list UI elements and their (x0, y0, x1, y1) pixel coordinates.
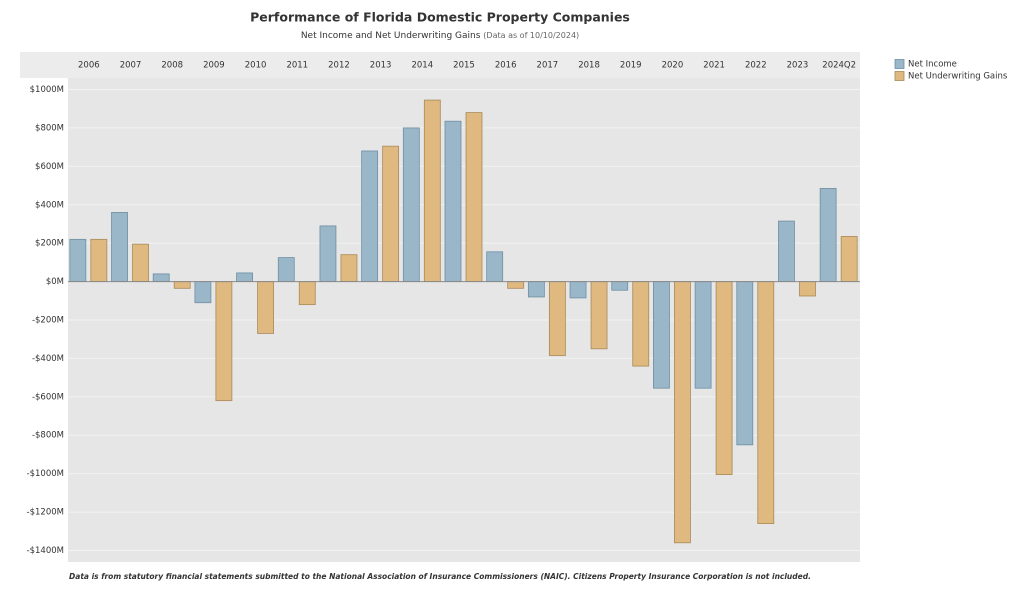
y-tick-label: -$1400M (27, 546, 64, 556)
bar (382, 145, 400, 282)
y-tick-label: $1000M (30, 85, 64, 95)
bar (694, 281, 712, 389)
bar (674, 281, 691, 544)
bar (757, 281, 775, 524)
y-tick-label: $200M (35, 239, 64, 249)
bar (778, 220, 795, 282)
x-tick-label: 2024Q2 (822, 61, 856, 71)
footnote: Data is from statutory financial stateme… (69, 572, 811, 581)
bar (632, 281, 650, 367)
bar (298, 281, 316, 306)
bar (444, 120, 462, 282)
bar (840, 236, 858, 282)
header-strip (20, 52, 860, 78)
x-tick-label: 2015 (453, 61, 475, 71)
chart-subtitle: Net Income and Net Underwriting Gains (D… (301, 31, 579, 41)
bar (653, 281, 670, 389)
bar (257, 281, 274, 334)
subtitle-note: (Data as of 10/10/2024) (483, 31, 579, 40)
x-tick-label: 2018 (578, 61, 600, 71)
x-tick-label: 2011 (286, 61, 308, 71)
legend-label: Net Income (908, 60, 957, 70)
bar (340, 254, 358, 282)
bar (548, 281, 566, 356)
bar (132, 243, 149, 282)
bar (569, 281, 587, 299)
y-tick-label: -$800M (32, 431, 64, 441)
x-tick-label: 2023 (787, 61, 809, 71)
bar (215, 281, 233, 402)
bar (799, 281, 816, 297)
legend-label: Net Underwriting Gains (908, 72, 1008, 82)
bar (611, 281, 629, 291)
x-tick-label: 2021 (703, 61, 725, 71)
bar (152, 273, 170, 282)
legend-swatch (894, 59, 905, 69)
x-tick-label: 2022 (745, 61, 767, 71)
bar (402, 127, 420, 282)
y-tick-label: $800M (35, 123, 64, 133)
bar (507, 281, 525, 289)
bar (236, 272, 253, 282)
bar (194, 281, 212, 304)
x-tick-label: 2013 (370, 61, 392, 71)
y-tick-label: -$600M (32, 392, 64, 402)
bar (465, 112, 483, 282)
subtitle: Net Income and Net Underwriting Gains (301, 31, 481, 41)
y-tick-label: -$1000M (27, 469, 64, 479)
x-tick-label: 2017 (537, 61, 559, 71)
y-tick-label: -$400M (32, 354, 64, 364)
x-tick-label: 2014 (411, 61, 433, 71)
bar (277, 257, 295, 282)
chart-title: Performance of Florida Domestic Property… (250, 10, 630, 25)
bar (590, 281, 608, 350)
y-tick-label: -$200M (32, 316, 64, 326)
y-tick-label: $600M (35, 162, 64, 172)
bar (486, 251, 504, 282)
legend-swatch (894, 71, 905, 81)
y-tick-label: $0M (46, 277, 64, 287)
bar (819, 188, 837, 282)
x-tick-label: 2012 (328, 61, 350, 71)
bar (69, 238, 87, 282)
x-tick-label: 2009 (203, 61, 225, 71)
x-tick-label: 2019 (620, 61, 642, 71)
y-tick-label: -$1200M (27, 508, 64, 518)
x-tick-label: 2020 (662, 61, 684, 71)
bar (90, 238, 108, 282)
bar (736, 281, 754, 446)
x-tick-label: 2016 (495, 61, 517, 71)
y-tick-label: $400M (35, 200, 64, 210)
bar (111, 212, 128, 282)
bar (361, 150, 379, 282)
bar (527, 281, 545, 298)
bar (319, 225, 337, 282)
x-tick-label: 2010 (245, 61, 267, 71)
x-tick-label: 2007 (120, 61, 142, 71)
x-tick-label: 2006 (78, 61, 100, 71)
bar (423, 99, 441, 282)
bar (173, 281, 191, 289)
x-tick-label: 2008 (161, 61, 183, 71)
bar (715, 281, 733, 476)
